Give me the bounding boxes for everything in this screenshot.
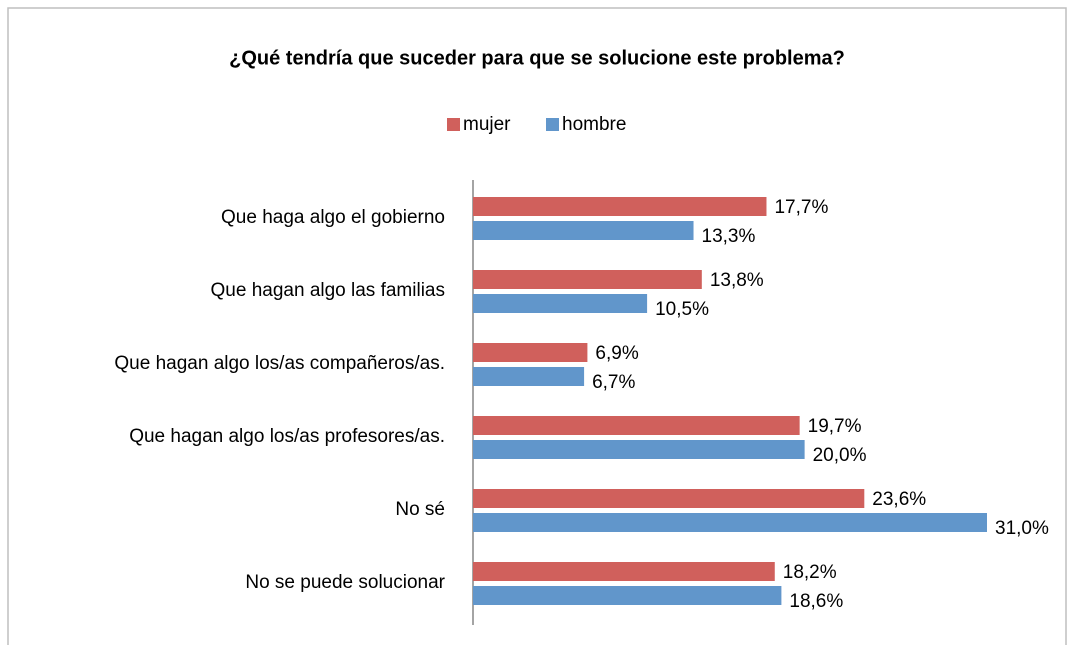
value-label: 18,6%: [789, 591, 843, 612]
category-label: Que hagan algo los/as compañeros/as.: [114, 353, 445, 374]
value-label: 20,0%: [813, 445, 867, 466]
legend-label: hombre: [562, 114, 626, 135]
bar: [473, 343, 588, 362]
category-label: No se puede solucionar: [245, 572, 445, 593]
value-label: 31,0%: [995, 518, 1049, 539]
value-label: 23,6%: [872, 489, 926, 510]
legend-swatch: [546, 118, 559, 131]
chart-frame: [7, 7, 1067, 645]
value-label: 10,5%: [655, 299, 709, 320]
value-label: 19,7%: [808, 416, 862, 437]
value-label: 13,3%: [702, 226, 756, 247]
category-label: Que hagan algo las familias: [211, 280, 445, 301]
chart-title: ¿Qué tendría que suceder para que se sol…: [229, 47, 845, 69]
category-label: No sé: [395, 499, 445, 520]
bar: [473, 221, 694, 240]
value-label: 6,9%: [595, 343, 638, 364]
bar: [473, 416, 800, 435]
value-label: 13,8%: [710, 270, 764, 291]
legend-label: mujer: [463, 114, 511, 135]
bar: [473, 586, 782, 605]
legend-swatch: [447, 118, 460, 131]
bar: [473, 197, 767, 216]
bar: [473, 440, 805, 459]
bar: [473, 513, 987, 532]
category-label: Que haga algo el gobierno: [221, 207, 445, 228]
bar: [473, 367, 585, 386]
bar: [473, 270, 702, 289]
bar: [473, 562, 775, 581]
category-label: Que hagan algo los/as profesores/as.: [129, 426, 445, 447]
value-label: 17,7%: [774, 197, 828, 218]
value-label: 18,2%: [783, 562, 837, 583]
bar: [473, 489, 865, 508]
value-label: 6,7%: [592, 372, 635, 393]
bar: [473, 294, 648, 313]
